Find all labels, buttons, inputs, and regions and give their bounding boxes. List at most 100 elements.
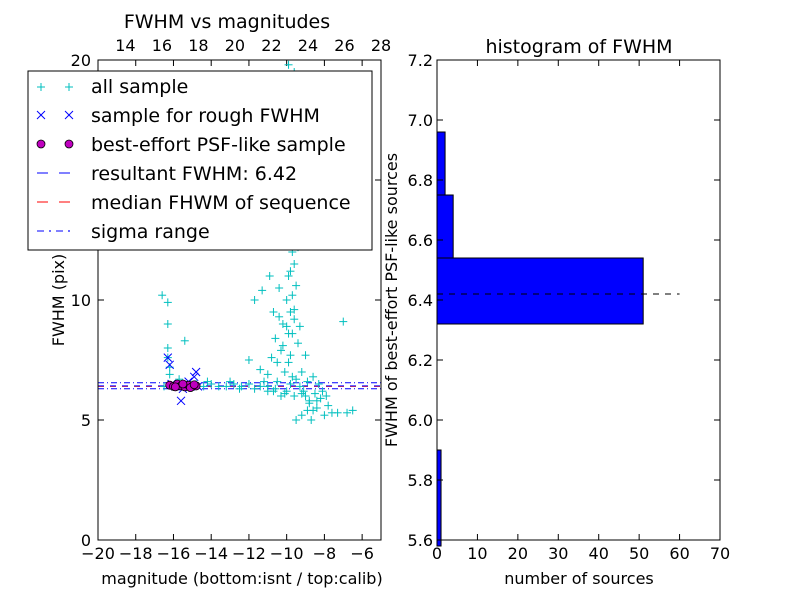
scatter-top-tick-label: 18 [188,36,208,55]
all-sample-point [295,382,304,391]
best-effort-point [178,379,188,389]
all-sample-point [235,384,244,393]
all-sample-point [284,60,293,69]
histogram-y-label: FWHM of best-effort PSF-like sources [382,153,401,447]
all-sample-point [301,392,310,400]
histogram-x-label: number of sources [504,569,654,588]
histogram-y-tick-label: 6.8 [408,171,433,190]
all-sample-point [199,382,208,391]
scatter-x-tick-label: −10 [270,544,304,563]
all-sample-point [280,389,289,398]
scatter-ticks: −20 −18 −16 −14 −12 −10 −8 −6 0 5 10 14 16 18 20 22 24 26… [71,36,392,563]
all-sample-point [269,387,278,396]
best-effort-point [189,380,199,390]
legend-box [27,70,373,251]
histogram-x-tick-label: 50 [629,544,649,563]
all-sample-point [339,317,348,326]
all-sample-point [348,406,357,415]
all-sample-point [203,377,212,386]
legend-marker-all-sample [37,83,73,91]
all-sample-point [222,382,231,391]
scatter-y-tick-label: 20 [71,51,91,70]
all-sample-point [163,344,172,352]
all-sample-point [316,394,325,403]
all-sample-point [284,358,293,367]
all-sample-point [269,308,278,316]
all-sample-point [286,351,295,360]
best-effort-point [170,382,180,392]
all-sample-point [284,272,293,280]
legend-label-median: median FHWM of sequence [91,192,351,214]
legend-label-best-effort: best-effort PSF-like sample [91,134,346,156]
all-sample-point [297,411,306,420]
legend-label-all-sample: all sample [91,76,188,98]
histogram-bar [436,257,644,325]
histogram-bar [436,194,454,259]
histogram-frame [436,59,721,541]
all-sample-point [320,411,329,420]
histogram-x-tick-label: 40 [589,544,609,563]
all-sample-point [288,291,297,300]
scatter-y-tick-label: 5 [81,411,91,430]
all-sample-point [180,336,189,345]
scatter-top-tick-label: 26 [334,36,354,55]
all-sample-point [292,416,301,424]
histogram-y-tick-label: 5.6 [408,531,433,550]
all-sample-point [271,334,280,343]
scatter-x-tick-label: −18 [119,544,153,563]
all-sample-point [280,368,289,376]
scatter-x-tick-label: −16 [157,544,191,563]
rough-sample-point [165,360,175,370]
histogram-title: histogram of FWHM [485,36,672,58]
histogram-bar [436,131,446,196]
all-sample-point [292,281,301,290]
all-sample-point [286,308,295,316]
legend-label-rough-sample: sample for rough FWHM [91,105,320,127]
all-sample-point [286,380,295,388]
legend-marker-rough-sample [36,110,74,120]
all-sample-point [290,392,299,400]
scatter-x-tick-label: −8 [313,544,337,563]
all-sample-point [278,341,287,350]
all-sample-point [267,353,276,362]
all-sample-point [226,377,235,386]
scatter-points [158,60,357,424]
scatter-x-tick-label: −12 [232,544,266,563]
all-sample-point [290,315,299,324]
all-sample-point [301,351,310,360]
all-sample-point [244,356,253,364]
histogram-x-tick-label: 30 [548,544,568,563]
scatter-frame [97,59,382,541]
scatter-x-tick-label: −20 [81,544,115,563]
all-sample-point [250,296,259,304]
all-sample-point [307,416,316,424]
all-sample-point [324,401,333,410]
histogram-y-tick-label: 6.4 [408,291,433,310]
all-sample-point [297,368,306,376]
all-sample-point [163,298,172,307]
all-sample-point [260,377,269,386]
all-sample-point [290,260,299,268]
legend-marker-sigma [37,230,70,232]
histogram-y-tick-label: 7.2 [408,51,433,70]
all-sample-point [256,382,265,391]
histogram-y-tick-label: 7.0 [408,111,433,130]
rough-sample-point [189,372,199,382]
scatter-title: FWHM vs magnitudes [124,11,330,33]
histogram-y-tick-label: 6.0 [408,411,433,430]
histogram-ticks: 0 10 20 30 40 50 60 70 5.6 5.8 6.0 6.2 6.4 6.6 6.8 7.0 7… [408,51,731,563]
all-sample-point [277,346,286,355]
all-sample-point [343,408,352,417]
rough-sample-point [191,367,201,377]
all-sample-point [273,377,282,386]
scatter-top-tick-label: 22 [261,36,281,55]
all-sample-point [214,382,223,391]
histogram-y-tick-label: 6.6 [408,231,433,250]
all-sample-point [310,389,319,398]
all-sample-point [258,286,267,295]
all-sample-point [299,387,308,396]
all-sample-point [292,375,301,384]
all-sample-point [244,380,253,388]
all-sample-point [263,370,272,379]
